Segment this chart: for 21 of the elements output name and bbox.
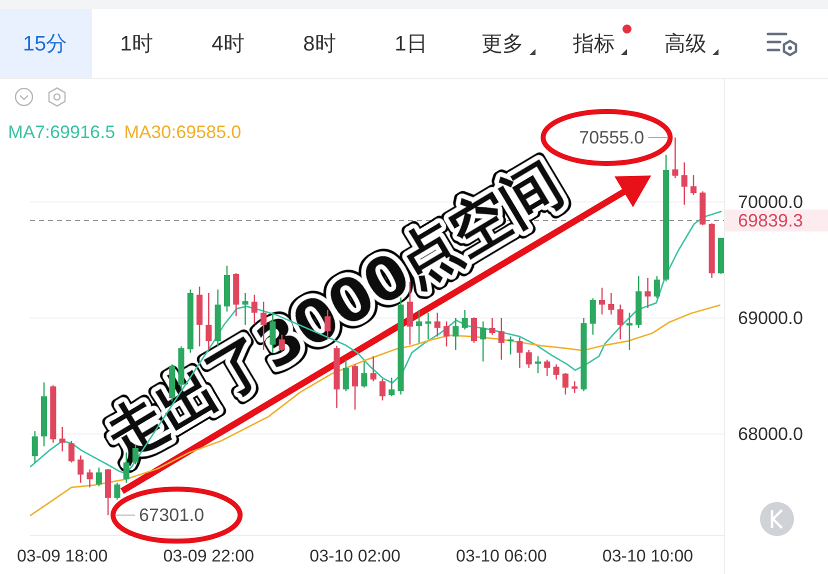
text: 1日 xyxy=(394,32,428,56)
text: 8时 xyxy=(303,32,336,56)
y-tick-label: 68000.0 xyxy=(738,424,804,444)
text: 1时 xyxy=(120,32,153,56)
ref-line-label: 69839.3 xyxy=(738,210,804,231)
annotation: 70555.0 xyxy=(579,127,644,148)
x-tick-label: 03-10 10:00 xyxy=(602,546,694,566)
x-tick-label: 03-10 02:00 xyxy=(310,546,400,566)
text: 15分 xyxy=(22,32,68,56)
text: MA7:69916.5 xyxy=(8,122,116,142)
x-tick-label: 03-10 06:00 xyxy=(456,546,547,566)
y-tick-label: 70000.0 xyxy=(738,192,804,212)
text: 更多 xyxy=(482,32,524,56)
text: 指标 xyxy=(572,32,615,56)
text: 高级 xyxy=(664,32,706,56)
x-tick-label: 03-09 18:00 xyxy=(16,546,108,566)
text: MA30:69585.0 xyxy=(124,122,242,142)
y-tick-label: 69000.0 xyxy=(738,308,804,328)
annotation: 67301.0 xyxy=(139,505,204,526)
x-tick-label: 03-09 22:00 xyxy=(163,546,254,566)
text: 4时 xyxy=(212,32,244,56)
